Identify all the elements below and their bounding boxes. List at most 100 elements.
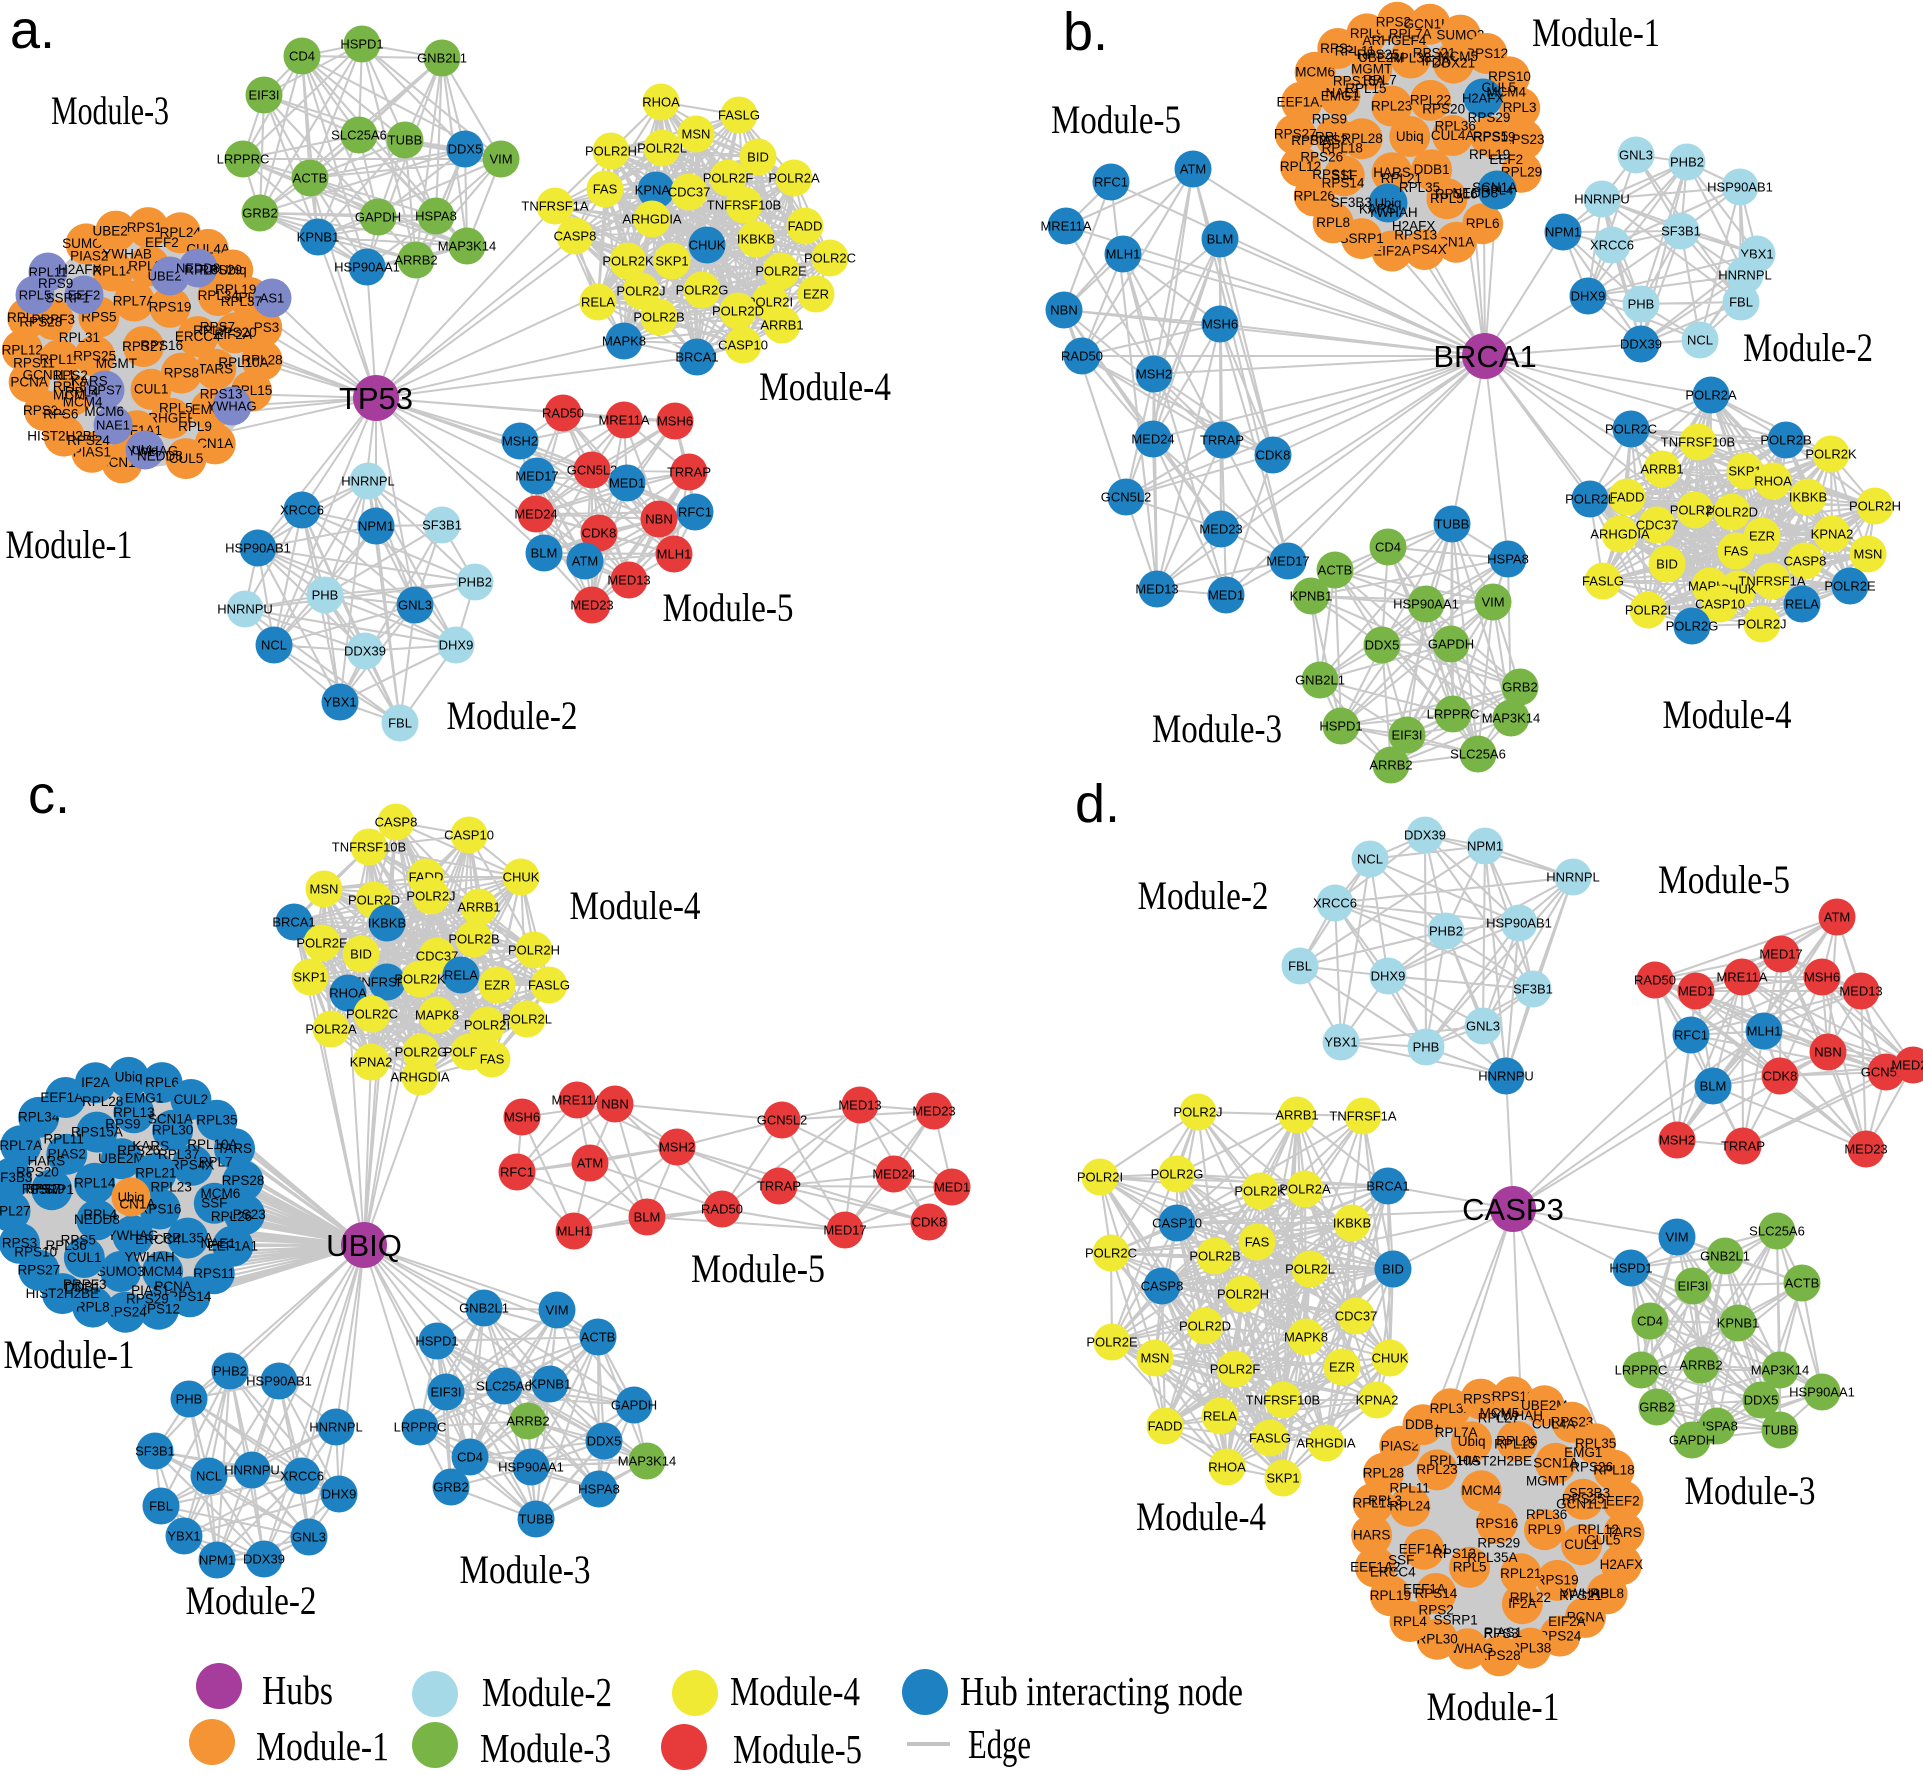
svg-text:POLR2I: POLR2I [747,294,793,309]
svg-text:POLR2D: POLR2D [1179,1318,1231,1333]
svg-text:Module-2: Module-2 [482,1669,612,1715]
svg-text:POLR2C: POLR2C [804,250,856,265]
svg-text:CN1A: CN1A [197,436,233,451]
svg-text:RPL37: RPL37 [158,1147,199,1162]
svg-text:BID: BID [1656,556,1678,571]
svg-text:TUBB: TUBB [1763,1422,1798,1437]
svg-text:IKBKB: IKBKB [1789,489,1827,504]
svg-text:CASP10: CASP10 [1695,596,1745,611]
svg-text:ATM: ATM [577,1155,603,1170]
svg-text:HSPD1: HSPD1 [340,36,383,51]
svg-text:RFC1: RFC1 [1094,174,1128,189]
svg-text:RPL8: RPL8 [1316,215,1350,230]
svg-text:Module-5: Module-5 [663,585,794,630]
svg-text:RPL36: RPL36 [1435,119,1476,134]
svg-text:YWHAB: YWHAB [102,247,152,262]
svg-text:Module-1: Module-1 [256,1723,389,1769]
svg-text:IKBKB: IKBKB [1333,1215,1371,1230]
svg-text:RPL18: RPL18 [1322,140,1363,155]
svg-text:MRE11A: MRE11A [551,1092,602,1107]
svg-text:SF3B3: SF3B3 [0,1170,32,1185]
svg-text:GAPDH: GAPDH [611,1397,657,1412]
svg-text:CASP8: CASP8 [375,814,418,829]
svg-text:CDK8: CDK8 [1763,1068,1798,1083]
svg-text:RPL8: RPL8 [76,1299,110,1314]
svg-text:POLR2F: POLR2F [1670,502,1721,517]
svg-text:NCL: NCL [1357,851,1383,866]
svg-text:MSH2: MSH2 [502,433,538,448]
svg-text:UBE2M: UBE2M [1521,1398,1568,1413]
svg-text:Module-1: Module-1 [1427,1684,1560,1729]
svg-text:CDK8: CDK8 [912,1214,947,1229]
svg-text:MCM4: MCM4 [1486,85,1526,100]
svg-text:IF2A: IF2A [1422,53,1451,68]
svg-text:Hub interacting node: Hub interacting node [960,1668,1243,1714]
svg-text:SLC25A6: SLC25A6 [1749,1223,1805,1238]
svg-text:HSP90AB1: HSP90AB1 [246,1373,312,1388]
svg-text:CDC37: CDC37 [668,184,711,199]
svg-text:ERCC4: ERCC4 [1370,1565,1416,1580]
svg-text:DDB1: DDB1 [1414,162,1450,177]
svg-text:EZR: EZR [484,977,510,992]
svg-text:POLR2D: POLR2D [348,892,400,907]
svg-text:MRE11A: MRE11A [598,412,649,427]
svg-text:CUL2: CUL2 [174,1092,209,1107]
svg-text:Ubiq: Ubiq [115,1070,143,1085]
svg-text:RPL38: RPL38 [1390,50,1431,65]
svg-text:RPS10: RPS10 [14,1245,57,1260]
svg-text:FADD: FADD [788,218,823,233]
svg-text:RPL7A: RPL7A [113,293,156,308]
svg-text:RPL30: RPL30 [152,1123,193,1138]
svg-text:POLR2E: POLR2E [1824,578,1876,593]
svg-text:RPL12: RPL12 [2,342,43,357]
svg-text:POLR2A: POLR2A [1279,1181,1331,1196]
svg-text:KPNA2: KPNA2 [635,182,678,197]
svg-text:Module-5: Module-5 [691,1246,825,1291]
svg-text:RFC1: RFC1 [500,1164,534,1179]
svg-text:RAD50: RAD50 [542,405,584,420]
svg-text:RPL19: RPL19 [1469,147,1510,162]
svg-text:Module-4: Module-4 [730,1668,860,1714]
svg-text:ERCC4: ERCC4 [135,1232,181,1247]
svg-text:SF3B1: SF3B1 [135,1443,175,1458]
svg-text:NCL: NCL [196,1468,222,1483]
svg-text:MED24: MED24 [1891,1057,1923,1072]
svg-text:RPL26: RPL26 [1294,188,1335,203]
svg-text:NAE1: NAE1 [200,1236,235,1251]
svg-text:HSPD1: HSPD1 [415,1333,458,1348]
svg-text:CASP8: CASP8 [1141,1278,1184,1293]
svg-text:CD4: CD4 [457,1449,483,1464]
svg-text:MCM6: MCM6 [84,404,124,419]
svg-text:FASLG: FASLG [1582,573,1624,588]
svg-text:ACTB: ACTB [293,170,328,185]
svg-text:CASP8: CASP8 [1784,553,1827,568]
svg-text:NAE1: NAE1 [1325,86,1360,101]
svg-text:TNFRSF10B: TNFRSF10B [332,839,406,854]
svg-text:PHB2: PHB2 [1670,154,1704,169]
svg-text:RPS19: RPS19 [149,300,192,315]
svg-text:EMG1: EMG1 [125,1090,163,1105]
svg-text:RPL28: RPL28 [82,1094,123,1109]
svg-text:Ubiq: Ubiq [1458,1434,1486,1449]
svg-text:NEDD8: NEDD8 [137,449,183,464]
svg-text:UBE2M: UBE2M [98,1151,145,1166]
svg-text:POLR2J: POLR2J [406,888,455,903]
svg-text:LRPPRC: LRPPRC [1615,1362,1668,1377]
svg-text:PHB2: PHB2 [1429,923,1463,938]
svg-text:EIF2A: EIF2A [1373,243,1411,258]
svg-text:RPL21: RPL21 [1381,171,1422,186]
svg-text:POLR2I: POLR2I [1077,1169,1123,1184]
svg-text:XRCC6: XRCC6 [1313,895,1357,910]
svg-text:HSP90AB1: HSP90AB1 [225,540,291,555]
svg-text:RPL3: RPL3 [1368,1493,1402,1508]
svg-text:RPL14: RPL14 [92,263,134,278]
svg-text:ARRB2: ARRB2 [506,1413,549,1428]
svg-text:CASP3: CASP3 [1462,1192,1564,1227]
svg-text:RELA: RELA [1203,1408,1237,1423]
svg-text:EEF1A1: EEF1A1 [1399,1542,1449,1557]
svg-text:ARRB1: ARRB1 [760,317,803,332]
svg-text:DDX5: DDX5 [1744,1392,1779,1407]
svg-text:RPS13: RPS13 [200,387,243,402]
svg-text:Module-2: Module-2 [447,693,578,738]
svg-text:Ubiq: Ubiq [219,262,247,277]
